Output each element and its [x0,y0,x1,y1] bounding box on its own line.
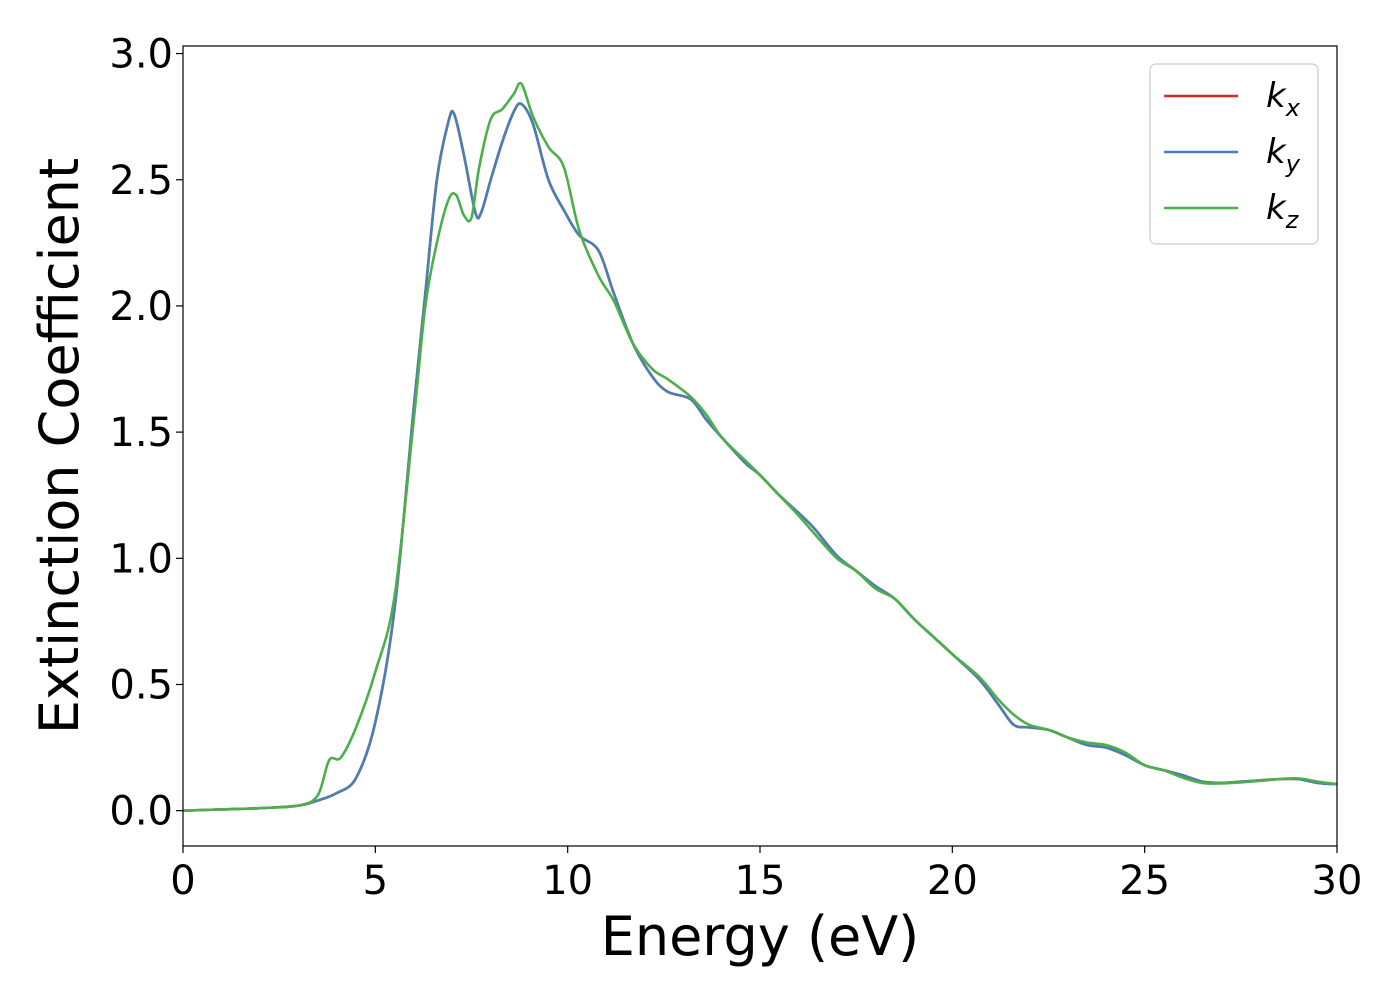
y-tick-label: 3.0 [109,32,173,78]
x-tick-label: 25 [1119,858,1170,904]
x-axis: 0 5 10 15 20 25 30 [170,846,1362,904]
x-axis-label: Energy (eV) [601,905,920,968]
x-tick-label: 20 [927,858,978,904]
legend-box [1149,63,1319,245]
y-tick-label: 0.5 [109,662,173,708]
x-tick-label: 15 [735,858,786,904]
series-line-kz [183,81,1337,812]
y-tick-label: 0.0 [109,789,173,835]
y-tick-label: 2.5 [109,158,173,204]
x-tick-label: 0 [170,858,195,904]
y-tick-label: 1.5 [109,410,173,456]
series-layer [183,81,1337,812]
x-tick-label: 5 [363,858,388,904]
x-tick-label: 10 [542,858,593,904]
plot-background [183,46,1337,846]
y-axis: 0.0 0.5 1.0 1.5 2.0 2.5 3.0 [109,32,183,835]
y-tick-label: 2.0 [109,284,173,330]
x-tick-label: 30 [1312,858,1363,904]
y-tick-label: 1.0 [109,536,173,582]
y-axis-label: Extinction Coefficient [28,158,91,734]
